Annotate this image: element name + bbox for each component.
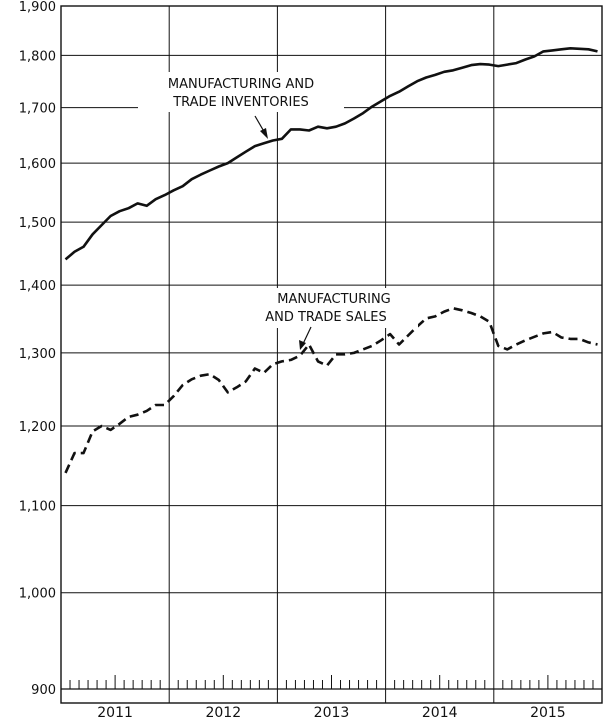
y-tick-label-1800: 1,800 — [19, 49, 56, 64]
x-year-label-2011: 2011 — [97, 705, 133, 721]
annotation-inventories-background — [138, 72, 344, 112]
y-tick-label-900: 900 — [31, 683, 56, 698]
annotation-sales-arrow-head — [299, 340, 306, 350]
annotation-sales-background — [238, 288, 418, 328]
y-tick-label-1600: 1,600 — [19, 157, 56, 172]
grid-lines — [61, 6, 602, 703]
x-year-label-2012: 2012 — [205, 705, 241, 721]
annotation-sales-line-2: AND TRADE SALES — [265, 310, 387, 325]
y-axis-ticks: 900 1,000 1,100 1,200 1,300 1,400 1,500 1,600 1,… — [19, 0, 56, 698]
y-tick-label-1900: 1,900 — [19, 0, 56, 15]
y-tick-label-1400: 1,400 — [19, 279, 56, 294]
y-tick-label-1500: 1,500 — [19, 216, 56, 231]
annotations: MANUFACTURING AND TRADE INVENTORIES MANU… — [138, 72, 418, 350]
x-axis: 2011 2012 2013 2014 2015 — [61, 675, 602, 721]
x-year-label-2015: 2015 — [530, 705, 566, 721]
series-line-inventories — [64, 46, 598, 261]
x-year-label-2014: 2014 — [422, 705, 458, 721]
annotation-sales-line-1: MANUFACTURING — [277, 292, 391, 307]
y-tick-label-1000: 1,000 — [19, 587, 56, 602]
annotation-inventories-line-1: MANUFACTURING AND — [168, 77, 314, 92]
x-year-label-2013: 2013 — [314, 705, 350, 721]
plot-frame — [60, 5, 603, 704]
annotation-inventories-line-2: TRADE INVENTORIES — [172, 95, 309, 110]
annotation-inventories-arrow-head — [260, 128, 268, 139]
y-tick-label-1100: 1,100 — [19, 500, 56, 515]
series-line-sales — [64, 306, 598, 474]
y-tick-label-1300: 1,300 — [19, 347, 56, 362]
series-lines — [64, 46, 598, 474]
y-tick-label-1700: 1,700 — [19, 102, 56, 117]
y-tick-label-1200: 1,200 — [19, 420, 56, 435]
